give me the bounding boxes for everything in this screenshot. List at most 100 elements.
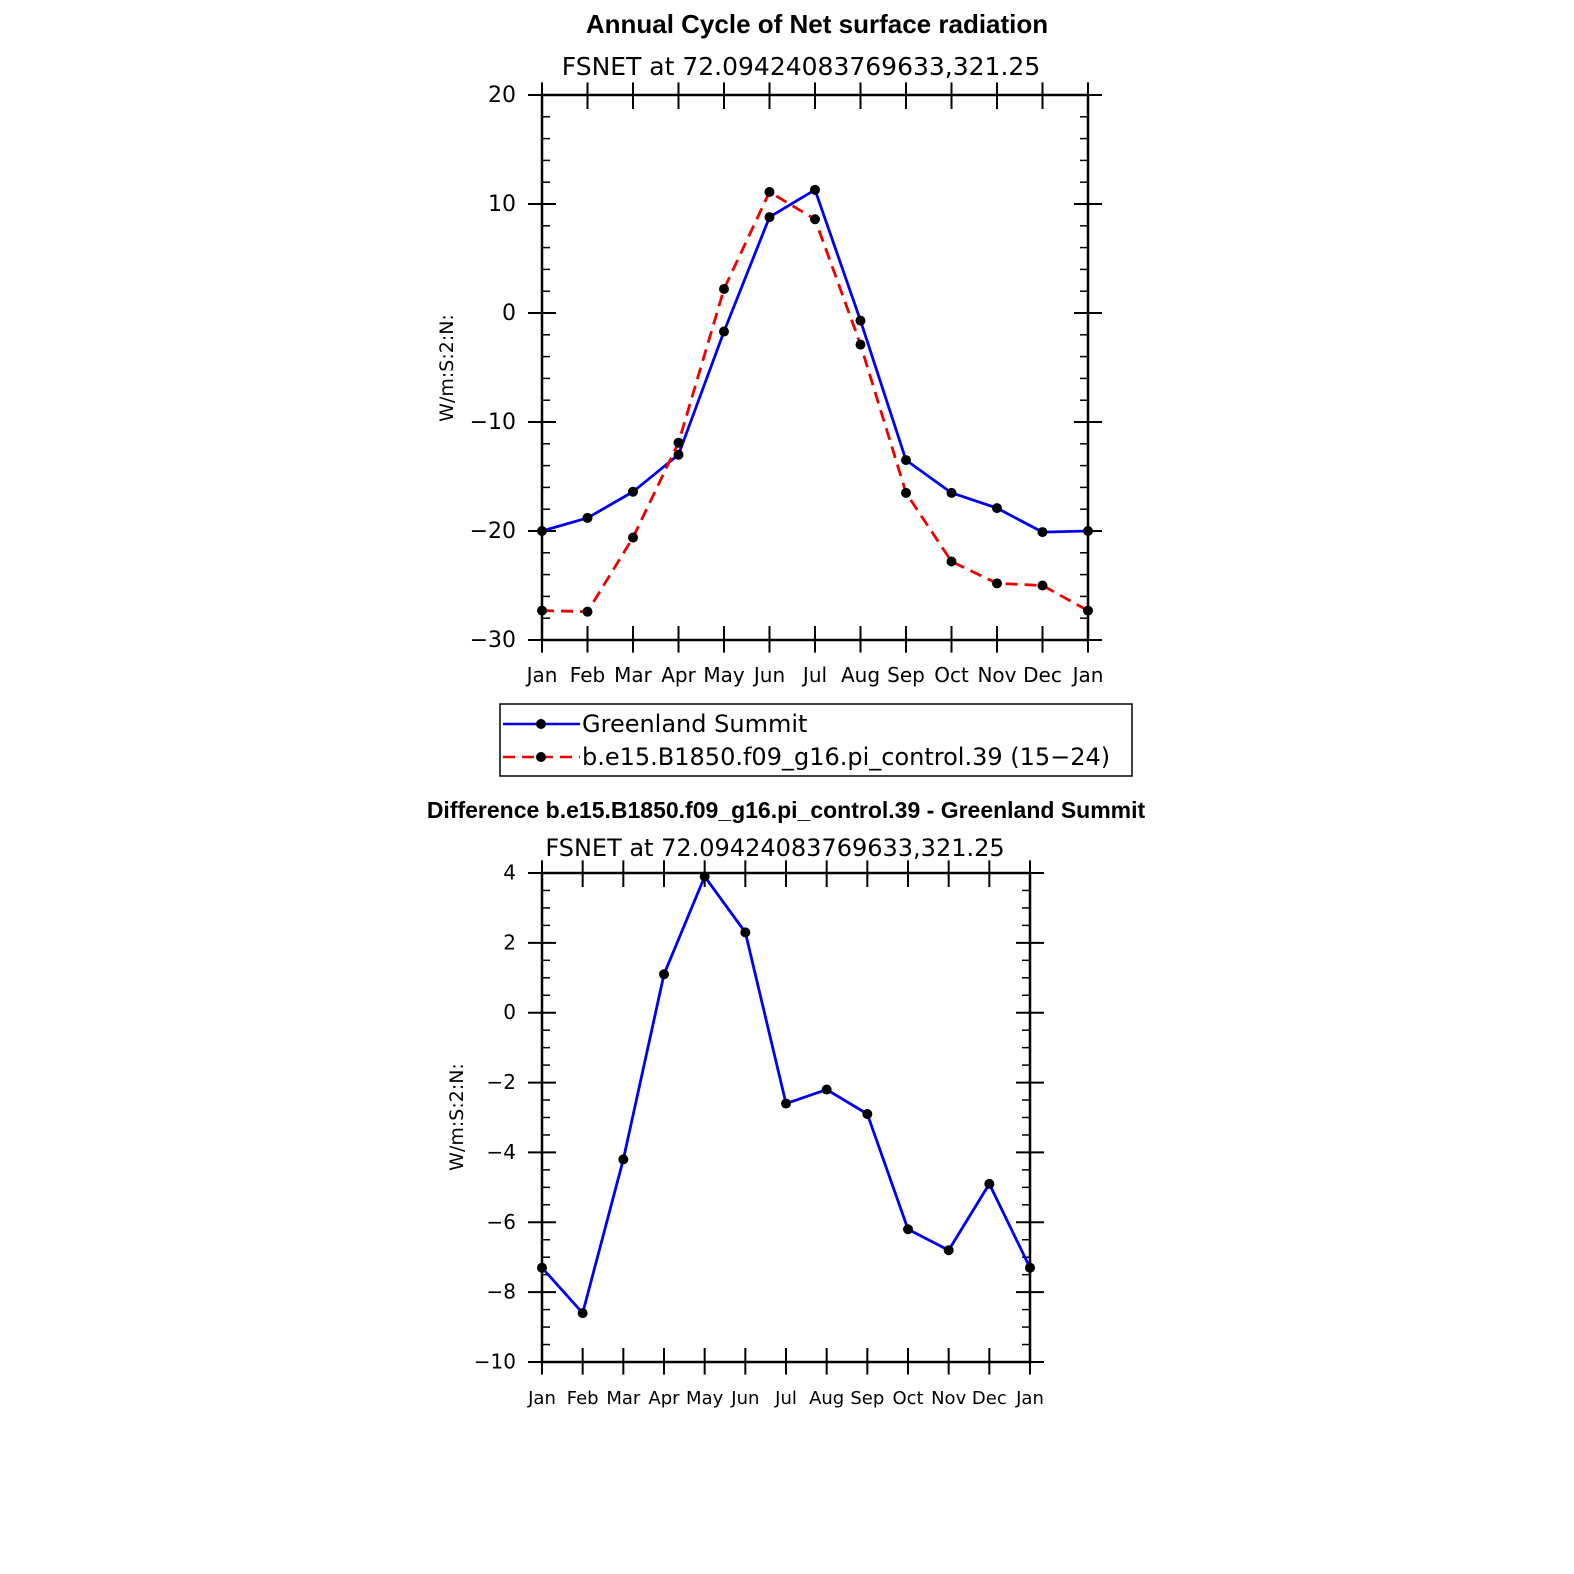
series-0-point bbox=[537, 526, 547, 536]
x-tick-label: Apr bbox=[661, 663, 696, 687]
series-line-1 bbox=[541, 190, 1089, 614]
chart2-plot-area: Jan Feb Mar Apr May Jun Jul Aug Sep Oct Nov Dec Jan−… bbox=[474, 860, 1044, 1409]
chart1-title: Annual Cycle of Net surface radiation bbox=[586, 9, 1048, 39]
series-0-point bbox=[764, 212, 775, 223]
y-tick-label: −8 bbox=[487, 1280, 516, 1304]
x-tick-label: Sep bbox=[887, 663, 925, 687]
legend-label-greenland-summit: Greenland Summit bbox=[582, 710, 807, 738]
x-tick-label: Jan bbox=[1071, 663, 1104, 687]
y-tick-label: 10 bbox=[488, 192, 516, 217]
chart2-frame bbox=[540, 871, 1032, 1364]
x-tick-label: Dec bbox=[972, 1388, 1007, 1409]
y-tick-label: −6 bbox=[487, 1210, 516, 1234]
series-1-point bbox=[946, 556, 957, 567]
chart1-legend: Greenland Summit b.e15.B1850.f09_g16.pi_… bbox=[499, 703, 1133, 777]
series-1-point bbox=[673, 437, 684, 448]
series-0-point bbox=[855, 315, 866, 326]
chart1-frame bbox=[540, 93, 1090, 642]
x-tick-label: May bbox=[703, 663, 745, 687]
x-tick-label: Jul bbox=[801, 663, 827, 687]
x-tick-label: May bbox=[686, 1388, 724, 1409]
y-tick-label: 20 bbox=[488, 83, 516, 108]
legend-box bbox=[499, 703, 1133, 777]
series-1-point bbox=[901, 487, 911, 498]
series-0-point bbox=[618, 1154, 629, 1165]
x-tick-label: Oct bbox=[892, 1388, 923, 1409]
series-1-point bbox=[628, 532, 638, 543]
series-1-point bbox=[1083, 605, 1093, 616]
series-0-point bbox=[903, 1224, 913, 1235]
x-tick-label: Feb bbox=[567, 1388, 599, 1409]
legend-marker-pi-control bbox=[536, 752, 546, 762]
y-tick-label: 0 bbox=[502, 301, 516, 326]
series-0-point bbox=[1083, 526, 1093, 536]
difference-chart: Difference b.e15.B1850.f09_g16.pi_contro… bbox=[427, 797, 1146, 1409]
series-0-point bbox=[946, 487, 957, 498]
y-tick-label: 0 bbox=[503, 1000, 516, 1024]
x-tick-label: Jan bbox=[1015, 1388, 1044, 1409]
y-tick-label: 4 bbox=[503, 860, 516, 884]
series-0-point bbox=[659, 969, 669, 980]
x-tick-label: Jun bbox=[730, 1388, 759, 1409]
series-0-point bbox=[862, 1109, 873, 1120]
legend-item-pi-control: b.e15.B1850.f09_g16.pi_control.39 (15−24… bbox=[503, 743, 1110, 771]
y-tick-label: −20 bbox=[470, 519, 516, 544]
y-tick-label: −30 bbox=[470, 628, 516, 653]
x-tick-label: Oct bbox=[934, 663, 969, 687]
legend-label-pi-control: b.e15.B1850.f09_g16.pi_control.39 (15−24… bbox=[582, 743, 1110, 771]
x-tick-label: Nov bbox=[977, 663, 1016, 687]
series-0-point bbox=[781, 1098, 791, 1109]
series-0-point bbox=[673, 449, 684, 460]
series-1-point bbox=[810, 214, 820, 225]
series-0-point bbox=[1025, 1262, 1035, 1273]
x-tick-label: Feb bbox=[570, 663, 605, 687]
series-0-point bbox=[582, 512, 593, 523]
series-1-point bbox=[764, 187, 775, 198]
x-tick-label: Apr bbox=[648, 1388, 680, 1409]
legend-marker-greenland-summit bbox=[536, 719, 546, 729]
x-tick-label: Dec bbox=[1023, 663, 1062, 687]
x-tick-label: Jun bbox=[752, 663, 785, 687]
legend-item-greenland-summit: Greenland Summit bbox=[503, 710, 807, 738]
y-tick-label: −4 bbox=[487, 1140, 516, 1164]
series-0-point bbox=[628, 486, 638, 497]
chart2-title: Difference b.e15.B1850.f09_g16.pi_contro… bbox=[427, 797, 1146, 823]
series-1-point bbox=[582, 606, 593, 617]
chart1-subtitle: FSNET at 72.09424083769633,321.25 bbox=[562, 52, 1040, 81]
chart1-plot-area: Jan Feb Mar Apr May Jun Jul Aug Sep Oct Nov Dec Jan−… bbox=[470, 82, 1104, 687]
chart2-ylabel: W/m:S:2:N: bbox=[446, 1063, 468, 1171]
series-0-point bbox=[1037, 527, 1048, 538]
series-0-point bbox=[821, 1084, 832, 1095]
x-tick-label: Mar bbox=[614, 663, 653, 687]
series-1-point bbox=[1037, 580, 1048, 591]
annual-cycle-chart: Annual Cycle of Net surface radiation FS… bbox=[436, 9, 1133, 777]
series-line-0 bbox=[541, 188, 1089, 534]
series-0-point bbox=[984, 1178, 995, 1189]
x-tick-label: Aug bbox=[841, 663, 880, 687]
y-tick-label: −10 bbox=[474, 1349, 516, 1373]
series-0-point bbox=[577, 1308, 588, 1319]
series-1-point bbox=[537, 605, 547, 616]
series-1-point bbox=[719, 284, 729, 295]
x-tick-label: Sep bbox=[850, 1388, 884, 1409]
x-tick-label: Jan bbox=[527, 1388, 556, 1409]
series-0-point bbox=[719, 326, 729, 337]
series-1-point bbox=[855, 339, 866, 350]
series-0-point bbox=[537, 1262, 547, 1273]
chart2-subtitle: FSNET at 72.09424083769633,321.25 bbox=[545, 834, 1004, 862]
series-0-point bbox=[901, 455, 911, 466]
y-tick-label: −2 bbox=[487, 1070, 516, 1094]
x-tick-label: Mar bbox=[606, 1388, 641, 1409]
x-tick-label: Jan bbox=[525, 663, 558, 687]
x-tick-label: Aug bbox=[809, 1388, 844, 1409]
series-0-point bbox=[699, 871, 710, 882]
y-tick-label: 2 bbox=[503, 930, 516, 954]
y-tick-label: −10 bbox=[470, 410, 516, 435]
series-1-point bbox=[992, 578, 1002, 589]
series-0-point bbox=[943, 1245, 954, 1256]
chart1-ylabel: W/m:S:2:N: bbox=[436, 314, 458, 422]
series-0-point bbox=[810, 184, 820, 195]
x-tick-label: Nov bbox=[931, 1388, 966, 1409]
x-tick-label: Jul bbox=[774, 1388, 797, 1409]
